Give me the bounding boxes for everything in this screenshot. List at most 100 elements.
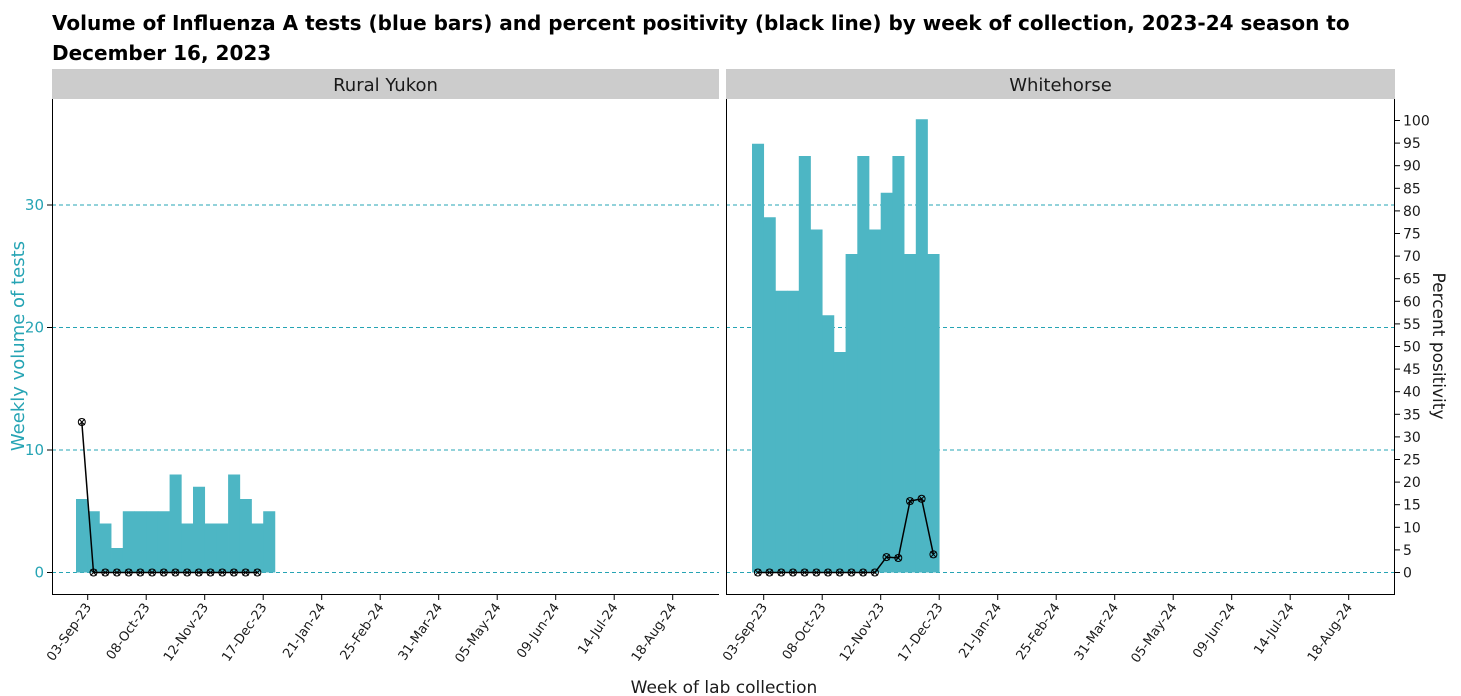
- positivity-point: [859, 568, 868, 577]
- facet-strip: [52, 69, 719, 99]
- bar: [146, 511, 159, 573]
- x-tick-label: 09-Jun-24: [1190, 601, 1239, 662]
- bar: [216, 523, 229, 573]
- bar: [810, 229, 823, 573]
- y2-tick-label: 30: [1403, 430, 1421, 446]
- positivity-point: [870, 568, 879, 577]
- bar: [263, 511, 276, 573]
- y-axis-title: Weekly volume of tests: [8, 241, 29, 451]
- x-tick-label: 05-May-24: [1129, 601, 1181, 666]
- x-tick-label: 21-Jan-24: [956, 601, 1005, 661]
- bar: [228, 474, 241, 573]
- y-tick-label: 10: [25, 441, 44, 459]
- bar: [763, 217, 776, 573]
- y2-tick-label: 65: [1403, 272, 1421, 288]
- y-tick-label: 20: [25, 319, 44, 337]
- positivity-line: [81, 421, 258, 574]
- positivity-point: [194, 568, 203, 577]
- left-y-axis: 0 10 20 30: [25, 196, 52, 582]
- panel-whitehorse: Whitehorse 03-Sep-23 08-Oct-23 12-Nov-23 17-…: [720, 69, 1395, 666]
- positivity-point: [929, 550, 938, 559]
- y2-tick-label: 75: [1403, 227, 1421, 243]
- facet-strip: [726, 69, 1395, 99]
- positivity-point: [136, 568, 145, 577]
- x-tick-label: 17-Dec-23: [895, 601, 946, 665]
- y2-tick-label: 85: [1403, 181, 1421, 197]
- positivity-point: [753, 568, 762, 577]
- y2-axis-title: Percent positivity: [1428, 272, 1448, 419]
- y2-tick-label: 55: [1403, 317, 1421, 333]
- y-tick-label: 30: [25, 196, 44, 214]
- x-tick-label: 25-Feb-24: [338, 601, 388, 663]
- bar: [822, 315, 835, 573]
- bar: [87, 511, 100, 573]
- x-tick-label: 09-Jun-24: [514, 601, 563, 662]
- bar: [904, 254, 917, 573]
- bar: [204, 523, 217, 573]
- x-tick-label: 31-Mar-24: [1072, 601, 1122, 664]
- positivity-point: [789, 568, 797, 577]
- bar: [880, 192, 893, 573]
- bar: [99, 523, 112, 573]
- positivity-point: [171, 568, 180, 577]
- y2-tick-label: 10: [1403, 520, 1421, 536]
- bar: [833, 352, 846, 573]
- x-tick-label: 31-Mar-24: [396, 601, 446, 664]
- y2-tick-label: 40: [1403, 385, 1421, 401]
- positivity-point: [77, 418, 86, 426]
- chart-title-line-2: December 16, 2023: [52, 41, 271, 65]
- positivity-point: [824, 568, 832, 577]
- bar: [869, 229, 882, 573]
- x-tick-label: 17-Dec-23: [219, 601, 270, 665]
- bar: [111, 548, 124, 573]
- positivity-point: [241, 568, 250, 577]
- positivity-point: [882, 553, 891, 562]
- positivity-point: [229, 568, 238, 577]
- bar: [193, 486, 206, 573]
- x-tick-label: 14-Jul-24: [1251, 601, 1297, 658]
- y2-tick-label: 70: [1403, 249, 1421, 265]
- positivity-point: [847, 568, 856, 577]
- y-tick-label: 0: [34, 564, 44, 582]
- y2-tick-label: 45: [1403, 362, 1421, 378]
- y2-tick-label: 0: [1403, 566, 1412, 582]
- y2-tick-label: 35: [1403, 407, 1421, 423]
- y2-tick-label: 100: [1403, 114, 1430, 130]
- panel-rural-yukon: Rural Yukon 03-Sep-23 08-Oct-23 12-Nov-23 17…: [44, 69, 719, 666]
- positivity-point: [101, 568, 110, 577]
- bar: [122, 511, 135, 573]
- x-tick-label: 12-Nov-23: [837, 601, 888, 665]
- positivity-point: [777, 568, 786, 577]
- bar: [157, 511, 170, 573]
- positivity-point: [124, 568, 133, 577]
- positivity-point: [894, 554, 903, 562]
- bar: [845, 254, 858, 573]
- positivity-point: [835, 568, 844, 577]
- x-tick-label: 05-May-24: [453, 601, 505, 666]
- bar: [251, 523, 264, 573]
- positivity-point: [159, 568, 168, 577]
- bar: [798, 156, 811, 573]
- y2-tick-label: 5: [1403, 543, 1412, 559]
- positivity-line: [757, 497, 935, 574]
- x-tick-label: 14-Jul-24: [575, 601, 621, 658]
- positivity-point: [89, 568, 98, 577]
- bar: [169, 474, 182, 573]
- bar: [134, 511, 147, 573]
- positivity-point: [112, 568, 121, 577]
- right-y-axis: 0 5 10 15 20 25 30 35 40 45 50 55 60 65 70 75 80 85 90 95 10…: [1395, 114, 1430, 582]
- bar: [857, 156, 870, 573]
- x-tick-label: 18-Aug-24: [1305, 601, 1356, 665]
- bar: [915, 119, 928, 573]
- x-tick-label: 03-Sep-23: [44, 601, 95, 664]
- positivity-point: [917, 494, 926, 503]
- y2-tick-label: 60: [1403, 294, 1421, 310]
- x-tick-label: 21-Jan-24: [280, 601, 329, 661]
- y2-tick-label: 50: [1403, 340, 1421, 356]
- bar: [927, 254, 940, 573]
- y2-tick-label: 95: [1403, 136, 1421, 152]
- x-tick-label: 08-Oct-23: [780, 601, 830, 663]
- y2-tick-label: 20: [1403, 475, 1421, 491]
